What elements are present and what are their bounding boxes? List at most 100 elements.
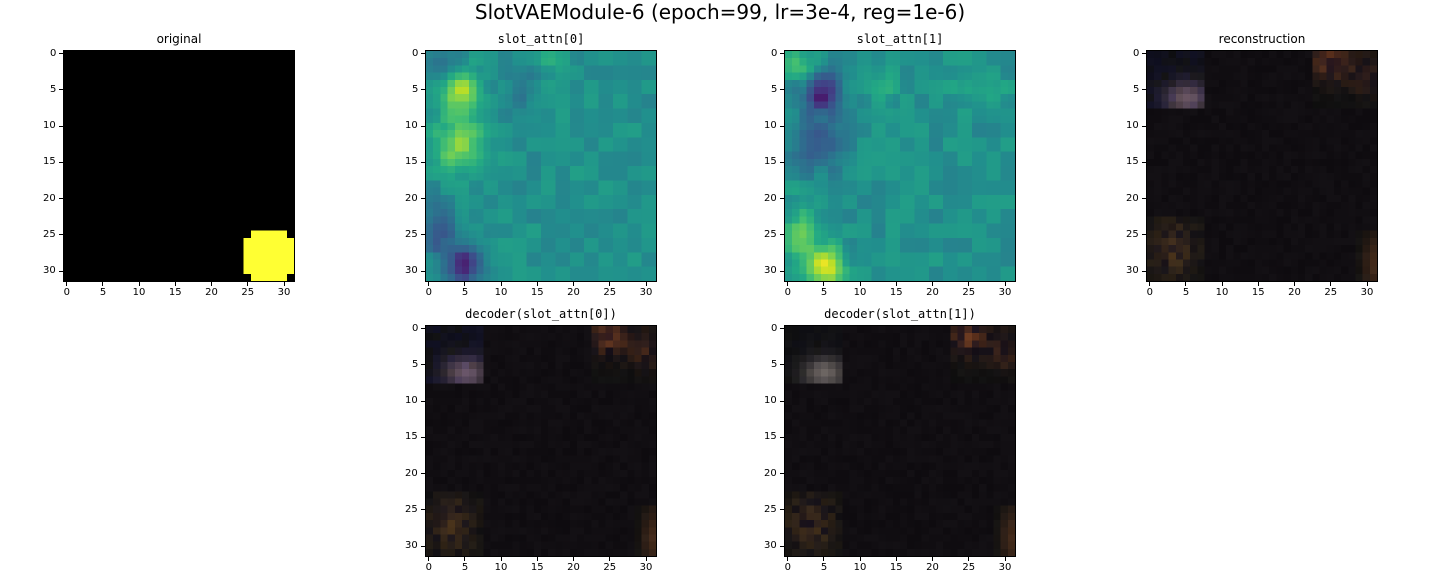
x-tick-mark — [1004, 557, 1006, 561]
y-tick-label: 10 — [764, 395, 777, 407]
y-tick-label: 5 — [771, 358, 778, 370]
x-tick-mark — [1294, 282, 1296, 286]
y-tick-mark — [780, 53, 784, 55]
x-tick-label: 10 — [853, 562, 867, 573]
y-tick-mark — [421, 545, 425, 547]
y-tick-label: 5 — [50, 83, 57, 95]
y-tick-label: 5 — [412, 83, 419, 95]
y-tick-mark — [780, 400, 784, 402]
y-tick-mark — [421, 198, 425, 200]
heatmap-image — [784, 325, 1016, 557]
x-tick-mark — [1149, 282, 1151, 286]
y-tick-label: 15 — [764, 156, 777, 168]
x-tick-label: 5 — [820, 562, 828, 573]
x-tick-label: 30 — [1360, 287, 1374, 298]
x-tick-label: 15 — [168, 287, 182, 298]
y-tick-mark — [421, 270, 425, 272]
panel-decoder-slot-attn-1: decoder(slot_attn[1]) 0 5 10 15 20 25 30 0 5 10 15… — [764, 307, 1016, 583]
x-tick-label: 0 — [425, 287, 432, 298]
x-tick-mark — [573, 557, 575, 561]
x-tick-mark — [859, 282, 861, 286]
y-tick-mark — [1142, 89, 1146, 91]
x-tick-mark — [428, 282, 430, 286]
heatmap-image — [425, 325, 657, 557]
x-tick-label: 30 — [998, 562, 1012, 573]
y-tick-label: 25 — [405, 228, 418, 240]
y-tick-label: 25 — [764, 503, 777, 515]
y-tick-mark — [780, 328, 784, 330]
x-tick-label: 5 — [820, 287, 828, 298]
x-tick-mark — [968, 557, 970, 561]
y-tick-mark — [421, 53, 425, 55]
x-tick-label: 30 — [998, 287, 1012, 298]
y-tick-mark — [780, 161, 784, 163]
x-tick-mark — [211, 282, 213, 286]
y-tick-mark — [780, 545, 784, 547]
x-tick-mark — [645, 557, 647, 561]
x-tick-label: 15 — [889, 562, 903, 573]
y-tick-mark — [421, 364, 425, 366]
y-tick-mark — [780, 436, 784, 438]
y-tick-label: 30 — [43, 265, 56, 277]
panel-slot-attn-0: slot_attn[0] 0 5 10 15 20 25 30 0 5 10 15 20 25 30 — [405, 32, 657, 308]
y-tick-label: 25 — [43, 228, 56, 240]
x-tick-mark — [536, 282, 538, 286]
y-tick-mark — [1142, 161, 1146, 163]
y-tick-label: 0 — [771, 47, 778, 59]
x-tick-label: 15 — [889, 287, 903, 298]
x-tick-label: 10 — [132, 287, 146, 298]
x-tick-label: 20 — [567, 287, 580, 298]
x-tick-mark — [823, 282, 825, 286]
x-tick-label: 20 — [926, 287, 939, 298]
y-tick-label: 15 — [405, 431, 418, 443]
panel-decoder-slot-attn-0: decoder(slot_attn[0]) 0 5 10 15 20 25 30 0 5 10 15… — [405, 307, 657, 583]
y-tick-label: 20 — [405, 467, 418, 479]
y-tick-mark — [1142, 234, 1146, 236]
y-tick-label: 20 — [764, 467, 777, 479]
y-tick-label: 30 — [405, 540, 418, 552]
y-tick-label: 0 — [50, 47, 57, 59]
x-tick-label: 20 — [567, 562, 580, 573]
y-tick-label: 30 — [764, 265, 777, 277]
y-tick-mark — [421, 234, 425, 236]
y-tick-label: 15 — [764, 431, 777, 443]
x-tick-label: 15 — [530, 562, 544, 573]
x-tick-mark — [464, 557, 466, 561]
x-tick-mark — [609, 282, 611, 286]
y-tick-label: 20 — [43, 192, 56, 204]
x-tick-mark — [247, 282, 249, 286]
y-tick-mark — [780, 364, 784, 366]
y-tick-mark — [59, 89, 63, 91]
y-tick-mark — [59, 270, 63, 272]
x-tick-mark — [932, 282, 934, 286]
x-tick-label: 20 — [1288, 287, 1301, 298]
x-tick-label: 30 — [277, 287, 291, 298]
panel-title: decoder(slot_attn[0]) — [465, 307, 617, 321]
y-tick-label: 30 — [764, 540, 777, 552]
x-tick-mark — [428, 557, 430, 561]
x-tick-label: 10 — [1215, 287, 1229, 298]
x-tick-mark — [464, 282, 466, 286]
x-tick-label: 25 — [603, 562, 617, 573]
x-tick-label: 25 — [1324, 287, 1338, 298]
y-tick-label: 15 — [43, 156, 56, 168]
y-tick-label: 10 — [43, 120, 56, 132]
y-tick-label: 5 — [1133, 83, 1140, 95]
y-tick-mark — [780, 473, 784, 475]
x-tick-label: 5 — [99, 287, 107, 298]
heatmap-image — [425, 50, 657, 282]
y-tick-label: 25 — [405, 503, 418, 515]
y-tick-mark — [780, 509, 784, 511]
y-tick-label: 25 — [764, 228, 777, 240]
x-tick-label: 5 — [461, 562, 469, 573]
panel-slot-attn-1: slot_attn[1] 0 5 10 15 20 25 30 0 5 10 15 20 25 30 — [764, 32, 1016, 308]
y-tick-label: 10 — [405, 395, 418, 407]
x-tick-mark — [1004, 282, 1006, 286]
y-tick-mark — [59, 53, 63, 55]
y-tick-mark — [421, 125, 425, 127]
x-tick-mark — [138, 282, 140, 286]
y-tick-mark — [780, 198, 784, 200]
x-tick-label: 0 — [784, 562, 791, 573]
x-tick-mark — [1366, 282, 1368, 286]
x-tick-mark — [102, 282, 104, 286]
